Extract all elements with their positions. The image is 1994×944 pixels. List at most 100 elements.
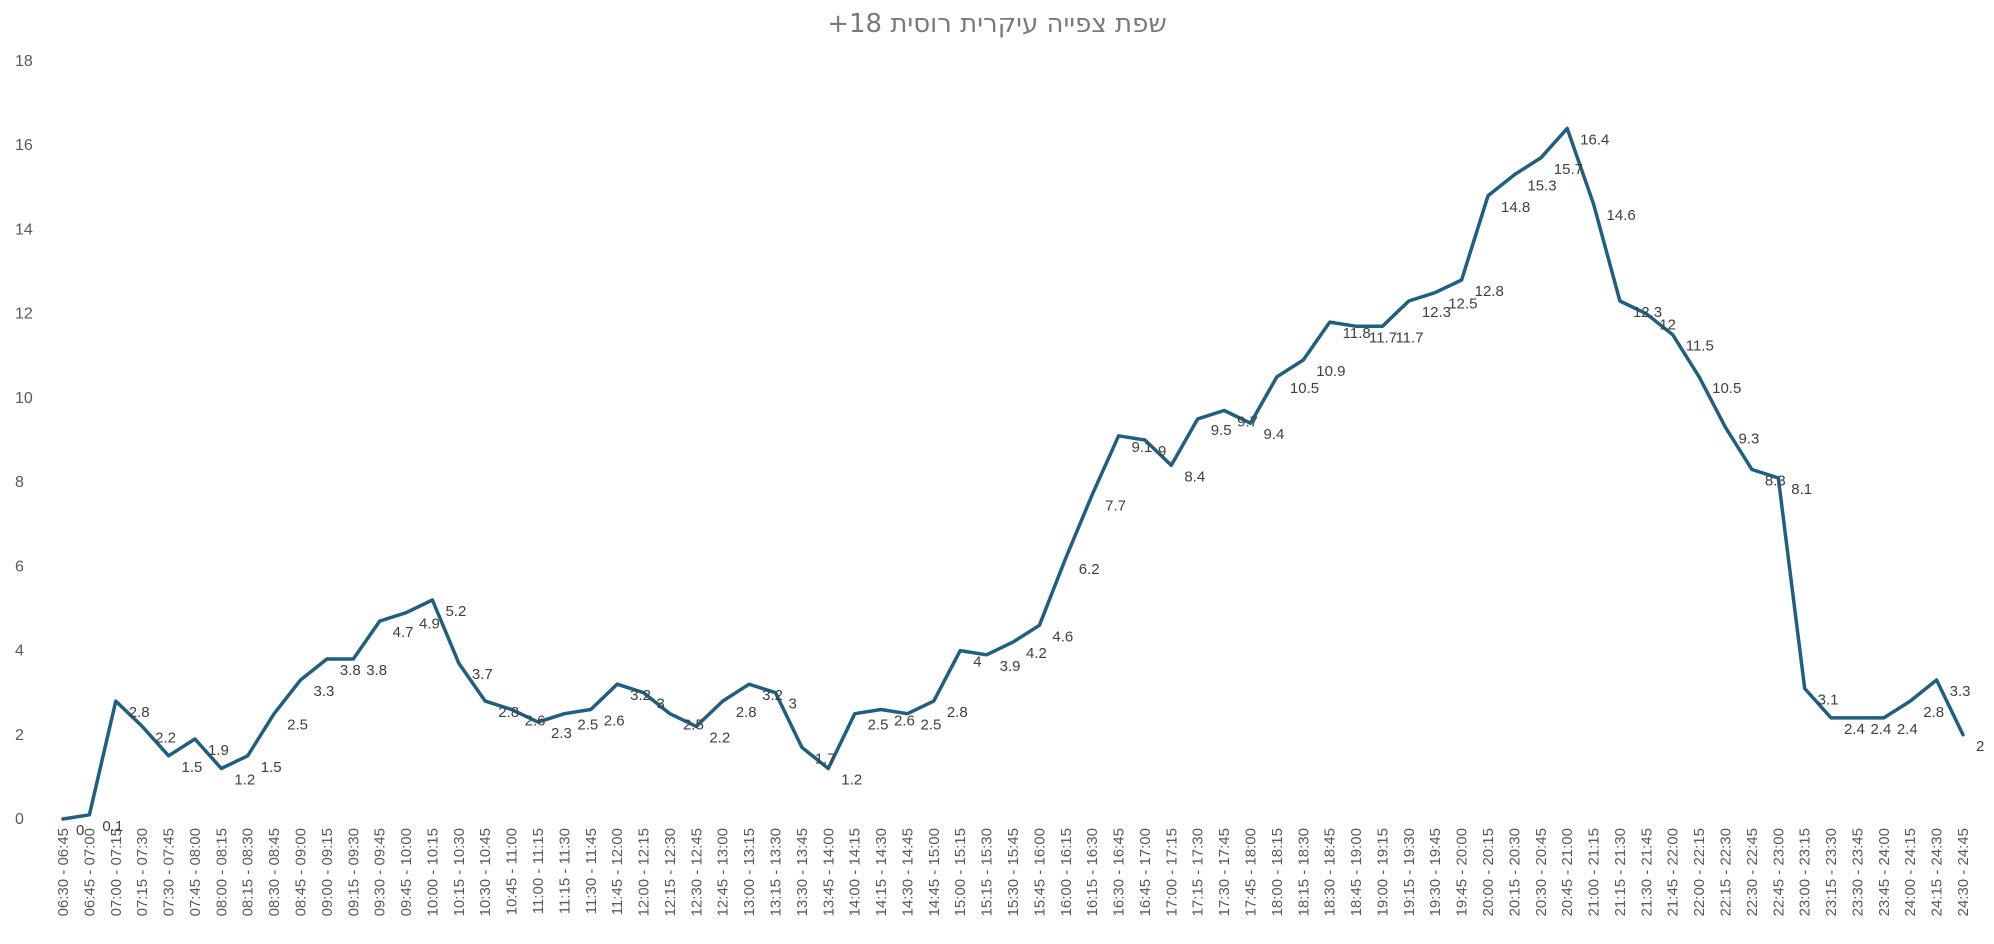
data-label: 1.5 [182,759,203,776]
y-tick-label: 18 [15,53,33,70]
data-label: 2.5 [868,717,889,734]
x-tick-label: 18:30 - 18:45 [1322,828,1339,916]
x-tick-label: 09:45 - 10:00 [398,828,415,916]
y-tick-label: 10 [15,390,33,407]
y-tick-label: 4 [15,643,24,660]
x-tick-label: 14:45 - 15:00 [926,828,943,916]
x-tick-label: 06:45 - 07:00 [81,828,98,916]
data-point [1407,299,1411,303]
data-label: 12.8 [1475,283,1504,300]
data-point [1037,623,1041,627]
data-point [114,699,118,703]
x-axis: 06:30 - 06:45 06:45 - 07:00 07:00 - 07:15 0… [55,828,1972,916]
data-point [1829,716,1833,720]
y-tick-label: 16 [15,137,33,154]
x-tick-label: 14:00 - 14:15 [847,828,864,916]
data-point [1565,126,1569,130]
data-point [140,724,144,728]
data-label: 4 [973,654,981,671]
data-label: 12.3 [1633,304,1662,321]
data-label: 3.8 [366,662,387,679]
x-tick-label: 12:30 - 12:45 [688,828,705,916]
x-tick-label: 19:45 - 20:00 [1454,828,1471,916]
data-label: 2.3 [551,725,572,742]
data-labels: 0 0.1 2.8 2.2 1.5 1.9 1.2 1.5 2.5 3.3 3.8 3.8 4.7 4.9… [76,131,1984,839]
x-tick-label: 21:30 - 21:45 [1638,828,1655,916]
data-label: 0.1 [102,818,123,835]
x-tick-label: 18:00 - 18:15 [1269,828,1286,916]
x-tick-label: 21:45 - 22:00 [1665,828,1682,916]
data-point [1592,202,1596,206]
data-point [562,712,566,716]
x-tick-label: 06:30 - 06:45 [55,828,72,916]
data-label: 1.9 [208,742,229,759]
data-point [219,766,223,770]
data-point [853,712,857,716]
data-label: 9.1 [1132,439,1153,456]
x-tick-label: 19:00 - 19:15 [1374,828,1391,916]
data-point [1855,716,1859,720]
x-tick-label: 11:00 - 11:15 [530,828,547,914]
data-label: 0 [76,822,84,839]
data-point [87,813,91,817]
data-point [1539,156,1543,160]
data-label: 2.5 [287,717,308,734]
x-tick-label: 21:00 - 21:15 [1586,828,1603,916]
x-tick-label: 09:30 - 09:45 [372,828,389,916]
data-label: 2.5 [577,717,598,734]
x-tick-label: 18:45 - 19:00 [1348,828,1365,916]
x-tick-label: 24:00 - 24:15 [1902,828,1919,916]
x-tick-label: 17:30 - 17:45 [1216,828,1233,916]
data-label: 7.7 [1105,498,1126,515]
x-tick-label: 16:00 - 16:15 [1058,828,1075,916]
data-label: 4.9 [419,616,440,633]
data-label: 11.8 [1343,325,1371,342]
data-label: 12.5 [1448,296,1477,313]
data-point [1380,324,1384,328]
data-label: 15.7 [1554,161,1583,178]
data-label: 10.5 [1712,380,1741,397]
data-point [1618,299,1622,303]
data-point [1169,463,1173,467]
data-label: 3.3 [314,683,335,700]
x-tick-label: 10:30 - 10:45 [477,828,494,916]
y-tick-label: 14 [15,221,33,238]
data-label: 1.2 [841,771,862,788]
data-label: 3.2 [630,687,651,704]
x-tick-label: 08:15 - 08:30 [240,828,257,916]
data-label: 2.4 [1870,721,1891,738]
data-label: 8.1 [1791,481,1812,498]
data-point [351,657,355,661]
y-tick-label: 2 [15,727,24,744]
x-tick-label: 12:15 - 12:30 [662,828,679,916]
x-tick-label: 12:00 - 12:15 [636,828,653,916]
data-label: 8.3 [1765,472,1786,489]
data-label: 2 [1976,738,1984,755]
data-label: 2.8 [129,704,150,721]
x-tick-label: 16:15 - 16:30 [1084,828,1101,916]
data-label: 2.6 [894,713,915,730]
y-axis: 0 2 4 6 8 10 12 14 16 18 [15,53,33,828]
data-label: 3 [789,696,797,713]
data-point [1011,640,1015,644]
data-point [1512,173,1516,177]
data-label: 9.5 [1211,422,1232,439]
data-point [1697,375,1701,379]
data-point [1117,434,1121,438]
data-label: 6.2 [1079,561,1100,578]
x-tick-label: 15:45 - 16:00 [1031,828,1048,916]
data-point [404,611,408,615]
data-label: 1.5 [261,759,282,776]
x-tick-label: 20:00 - 20:15 [1480,828,1497,916]
x-tick-label: 13:15 - 13:30 [768,828,785,916]
data-point [1328,320,1332,324]
data-point [668,712,672,716]
x-tick-label: 23:15 - 23:30 [1823,828,1840,916]
data-point [615,682,619,686]
data-point [1196,417,1200,421]
data-label: 3.8 [340,662,361,679]
x-tick-label: 19:15 - 19:30 [1401,828,1418,916]
data-point [272,712,276,716]
data-label: 12.3 [1422,304,1451,321]
